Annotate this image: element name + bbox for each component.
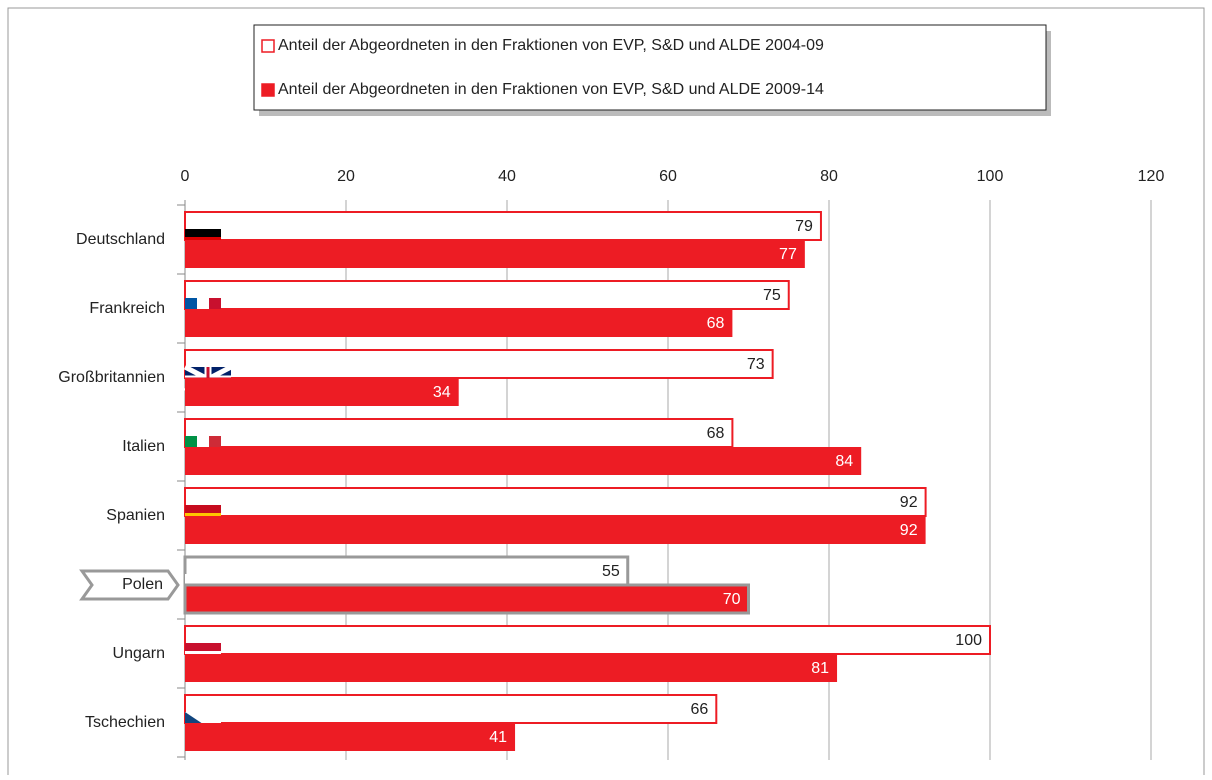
value-label: 41 (489, 729, 507, 746)
y-tick-label: Polen (122, 576, 163, 593)
bar (184, 487, 927, 517)
x-tick-label: 40 (498, 168, 516, 185)
legend-label: Anteil der Abgeordneten in den Fraktione… (278, 37, 824, 54)
value-label: 75 (763, 287, 781, 304)
y-tick-label: Italien (122, 438, 165, 455)
bar (183, 555, 630, 587)
flag (185, 229, 221, 237)
bar (185, 723, 516, 751)
bar (183, 583, 750, 615)
value-label: 55 (602, 563, 620, 580)
value-label: 70 (723, 591, 741, 608)
legend-label: Anteil der Abgeordneten in den Fraktione… (278, 81, 824, 98)
y-tick-label: Ungarn (113, 645, 165, 662)
value-label: 68 (707, 315, 725, 332)
bar (184, 694, 718, 724)
flag (185, 643, 221, 651)
value-label: 84 (835, 453, 853, 470)
y-tick-label: Spanien (106, 507, 165, 524)
legend-marker (261, 83, 275, 97)
bar (185, 240, 805, 268)
x-tick-label: 0 (181, 168, 190, 185)
x-tick-label: 100 (977, 168, 1004, 185)
value-label: 73 (747, 356, 765, 373)
bar (184, 280, 790, 310)
flag (185, 505, 221, 513)
legend-marker (261, 39, 275, 53)
value-label: 66 (691, 701, 709, 718)
x-tick-label: 80 (820, 168, 838, 185)
flag (185, 574, 221, 586)
y-tick-label: Frankreich (89, 300, 165, 317)
x-tick-label: 120 (1138, 168, 1165, 185)
bar (184, 211, 822, 241)
y-tick-label: Tschechien (85, 714, 165, 731)
value-label: 100 (955, 632, 982, 649)
bar (185, 654, 838, 682)
value-label: 77 (779, 246, 797, 263)
value-label: 79 (795, 218, 813, 235)
highlight-chevron (79, 569, 180, 601)
bar (184, 625, 991, 655)
bar (184, 418, 734, 448)
y-tick-label: Deutschland (76, 231, 165, 248)
bar (185, 516, 926, 544)
bar (185, 378, 459, 406)
bar (185, 309, 733, 337)
x-tick-label: 20 (337, 168, 355, 185)
value-label: 81 (811, 660, 829, 677)
legend-box (253, 24, 1047, 111)
y-tick-label: Großbritannien (58, 369, 165, 386)
value-label: 92 (900, 522, 918, 539)
value-label: 68 (707, 425, 725, 442)
bar (184, 349, 774, 379)
bar (185, 447, 862, 475)
value-label: 34 (433, 384, 451, 401)
value-label: 92 (900, 494, 918, 511)
x-tick-label: 60 (659, 168, 677, 185)
